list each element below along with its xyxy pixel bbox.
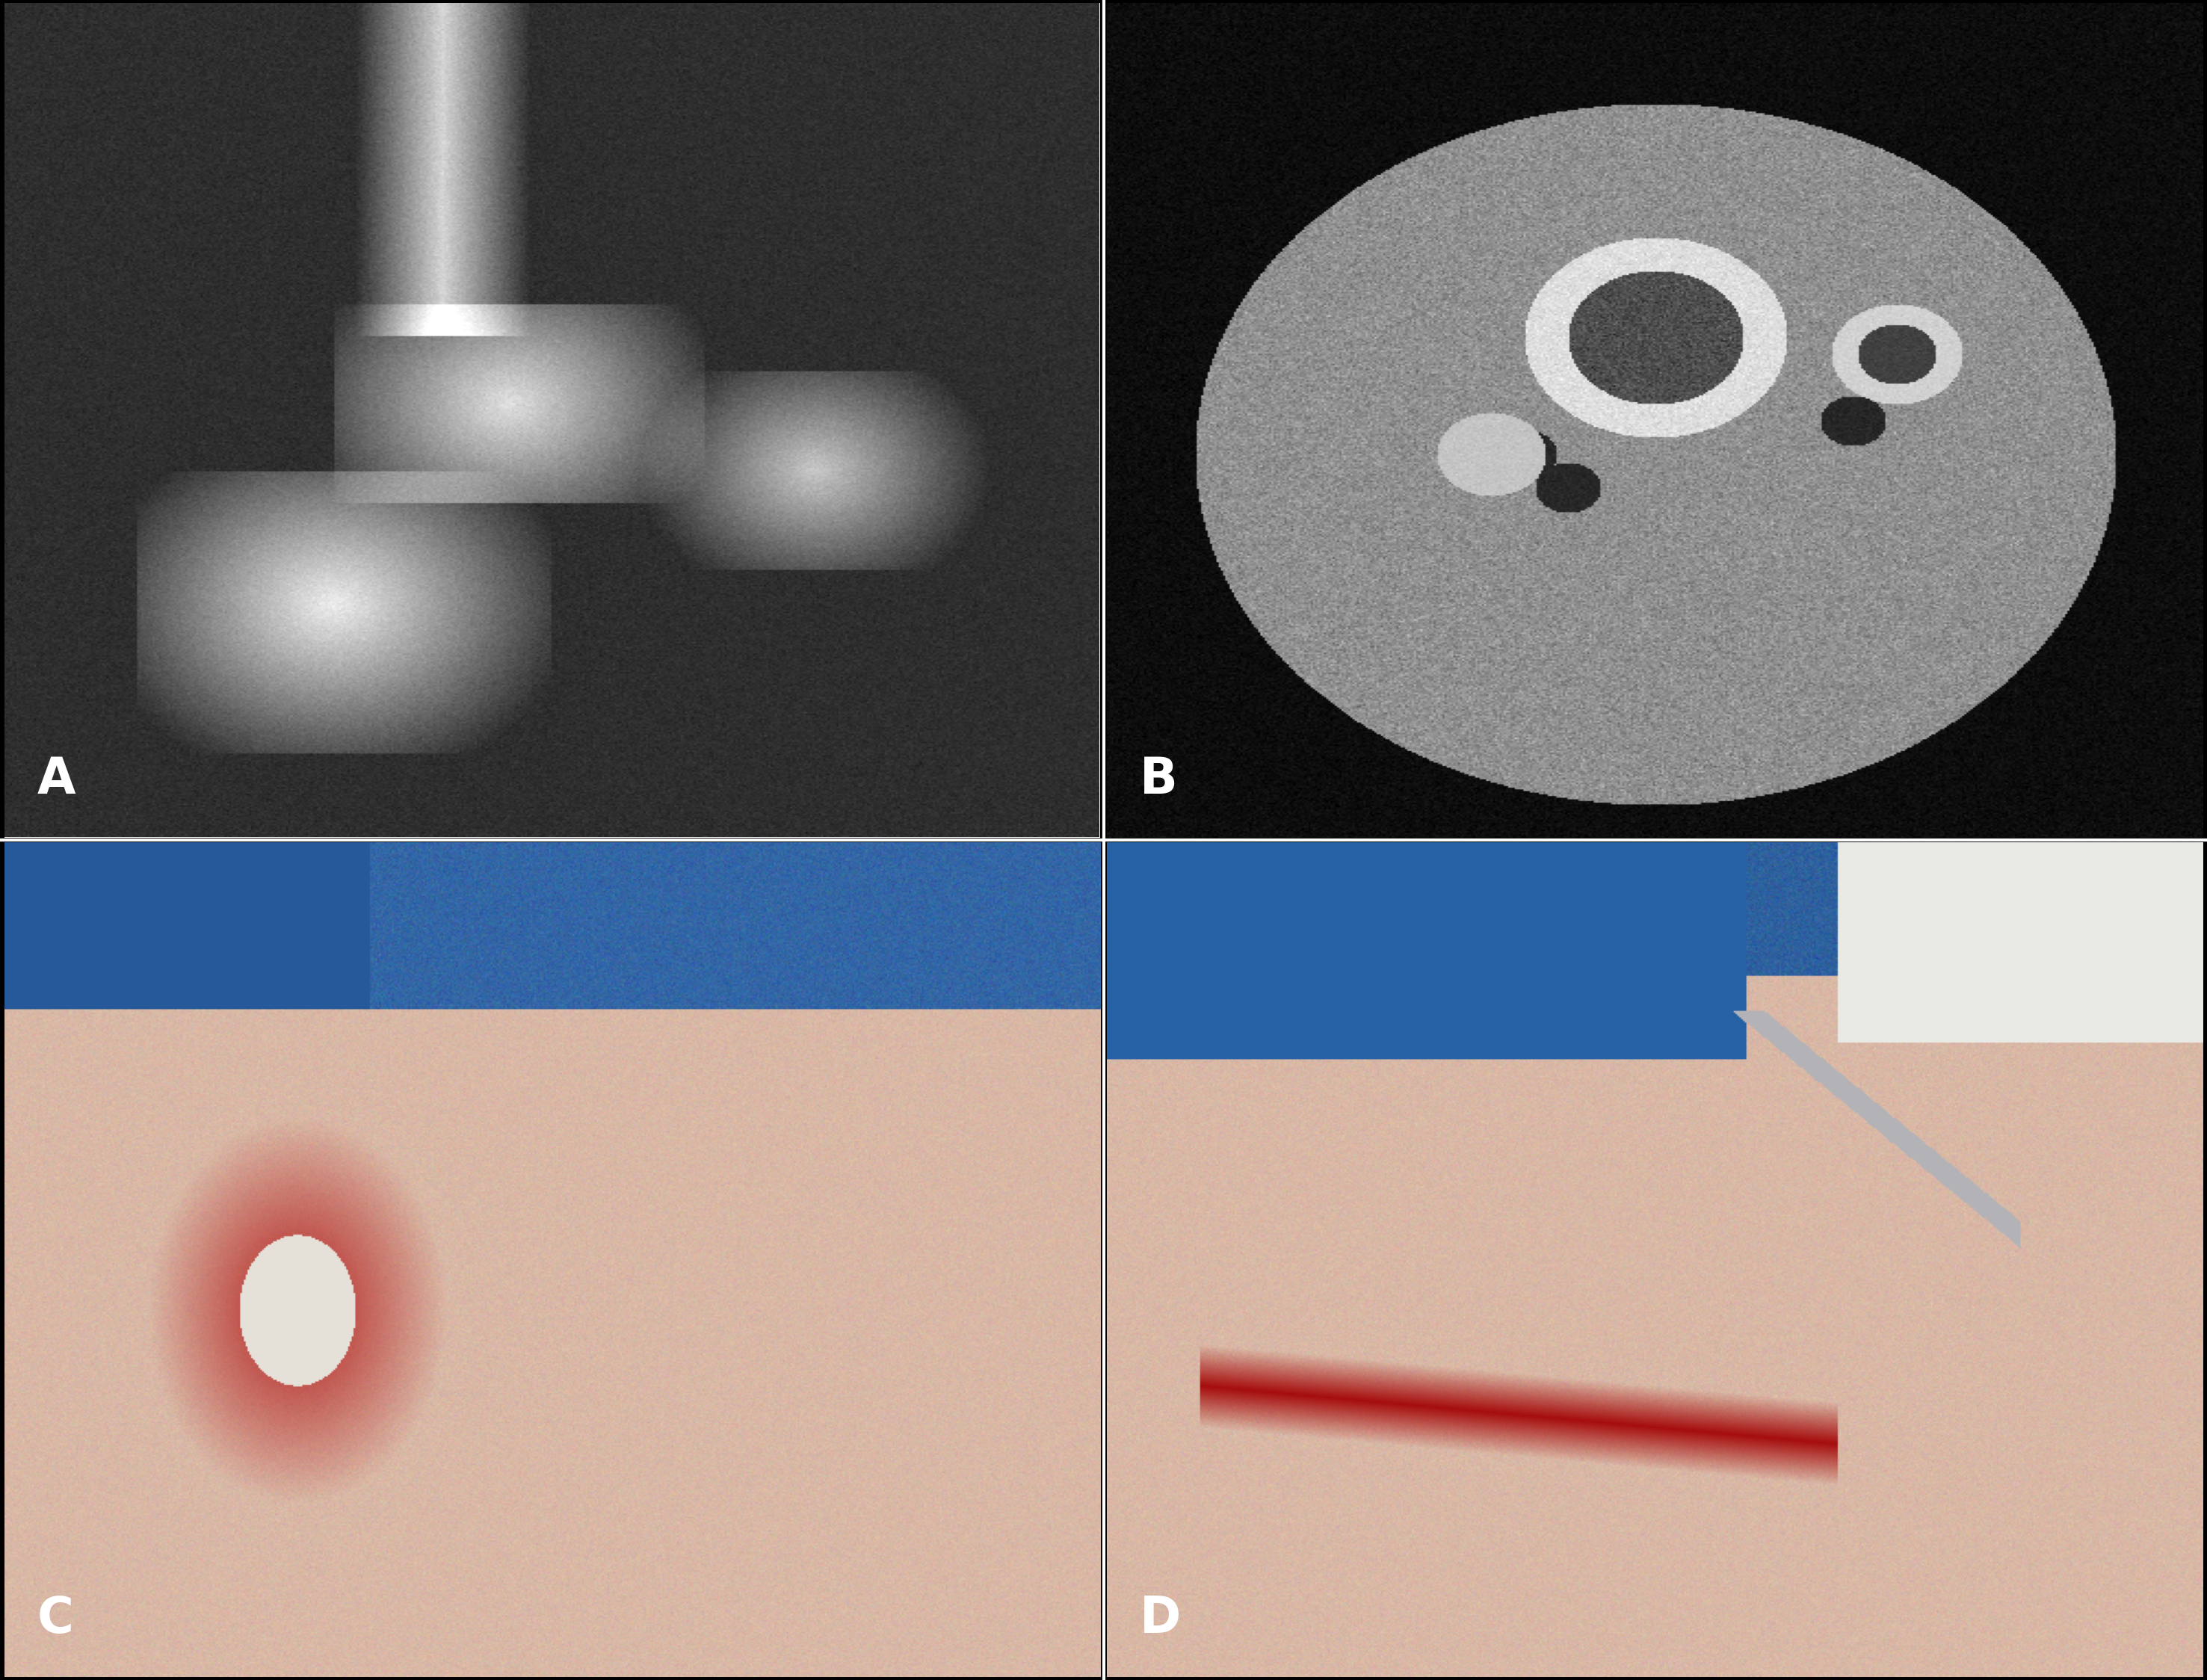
- Text: B: B: [1139, 754, 1179, 805]
- Text: D: D: [1139, 1594, 1181, 1643]
- Text: C: C: [38, 1594, 73, 1643]
- Text: A: A: [38, 754, 75, 805]
